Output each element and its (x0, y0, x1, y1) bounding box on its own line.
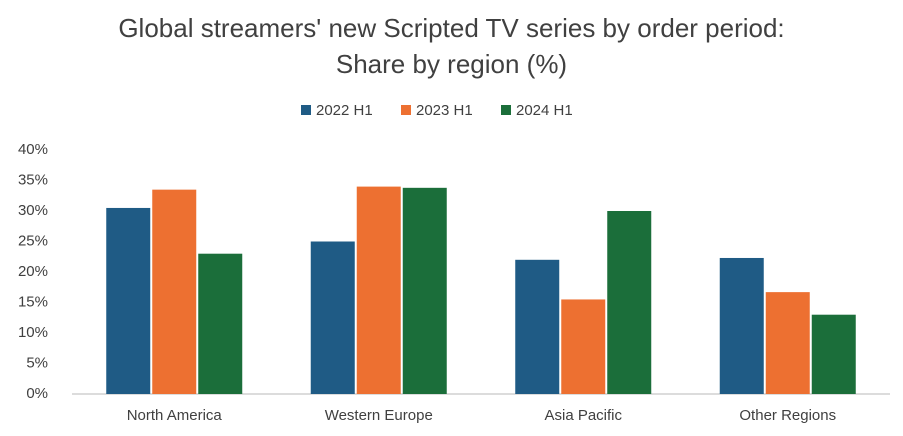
bar (719, 257, 764, 394)
bar (765, 292, 810, 394)
title-box: Global streamers' new Scripted TV series… (0, 10, 903, 82)
legend-label: 2023 H1 (416, 102, 473, 119)
x-tick-label: Asia Pacific (544, 407, 622, 424)
y-tick-label: 35% (18, 171, 48, 188)
y-tick-label: 0% (26, 385, 48, 402)
y-tick-label: 40% (18, 141, 48, 158)
bar (356, 186, 401, 394)
bar (402, 187, 447, 394)
legend-label: 2022 H1 (316, 102, 373, 119)
legend-label: 2024 H1 (516, 102, 573, 119)
x-tick-label: Western Europe (325, 407, 433, 424)
y-tick-label: 15% (18, 293, 48, 310)
legend-swatch (401, 105, 411, 115)
y-tick-label: 5% (26, 354, 48, 371)
bar (106, 207, 151, 394)
x-tick-label: North America (127, 407, 223, 424)
bar (515, 259, 560, 394)
chart-title: Global streamers' new Scripted TV series… (118, 13, 785, 79)
y-tick-label: 25% (18, 232, 48, 249)
bar (607, 211, 652, 394)
bar (561, 299, 606, 394)
y-tick-label: 10% (18, 324, 48, 341)
x-tick-label: Other Regions (739, 407, 836, 424)
legend-swatch (501, 105, 511, 115)
legend-swatch (301, 105, 311, 115)
bar (198, 253, 243, 394)
y-tick-label: 30% (18, 202, 48, 219)
bar (811, 314, 856, 394)
y-tick-label: 20% (18, 263, 48, 280)
bar (152, 189, 197, 394)
bar (310, 241, 355, 394)
